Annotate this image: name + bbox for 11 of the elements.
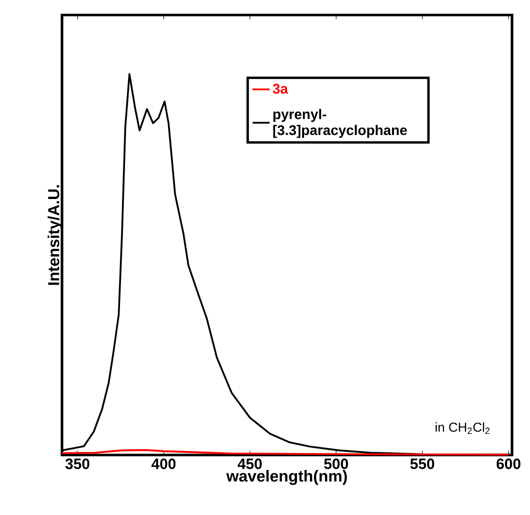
legend-label: pyrenyl-[3.3]paracyclophane: [273, 108, 407, 138]
x-tick-label: 450: [238, 458, 262, 470]
x-tick-label: 600: [496, 458, 520, 470]
y-axis-title: Intensity/A.U.: [48, 185, 62, 285]
x-tick-label: 550: [410, 458, 434, 470]
x-tick-label: 350: [65, 458, 90, 470]
annotation: in CH$_{2}$Cl$_{2}$: [436, 422, 490, 434]
x-tick-label: 500: [324, 458, 348, 470]
x-tick-label: 400: [151, 458, 176, 470]
x-axis-title: wavelength(nm): [226, 470, 347, 485]
legend-label: 3a: [272, 84, 288, 94]
